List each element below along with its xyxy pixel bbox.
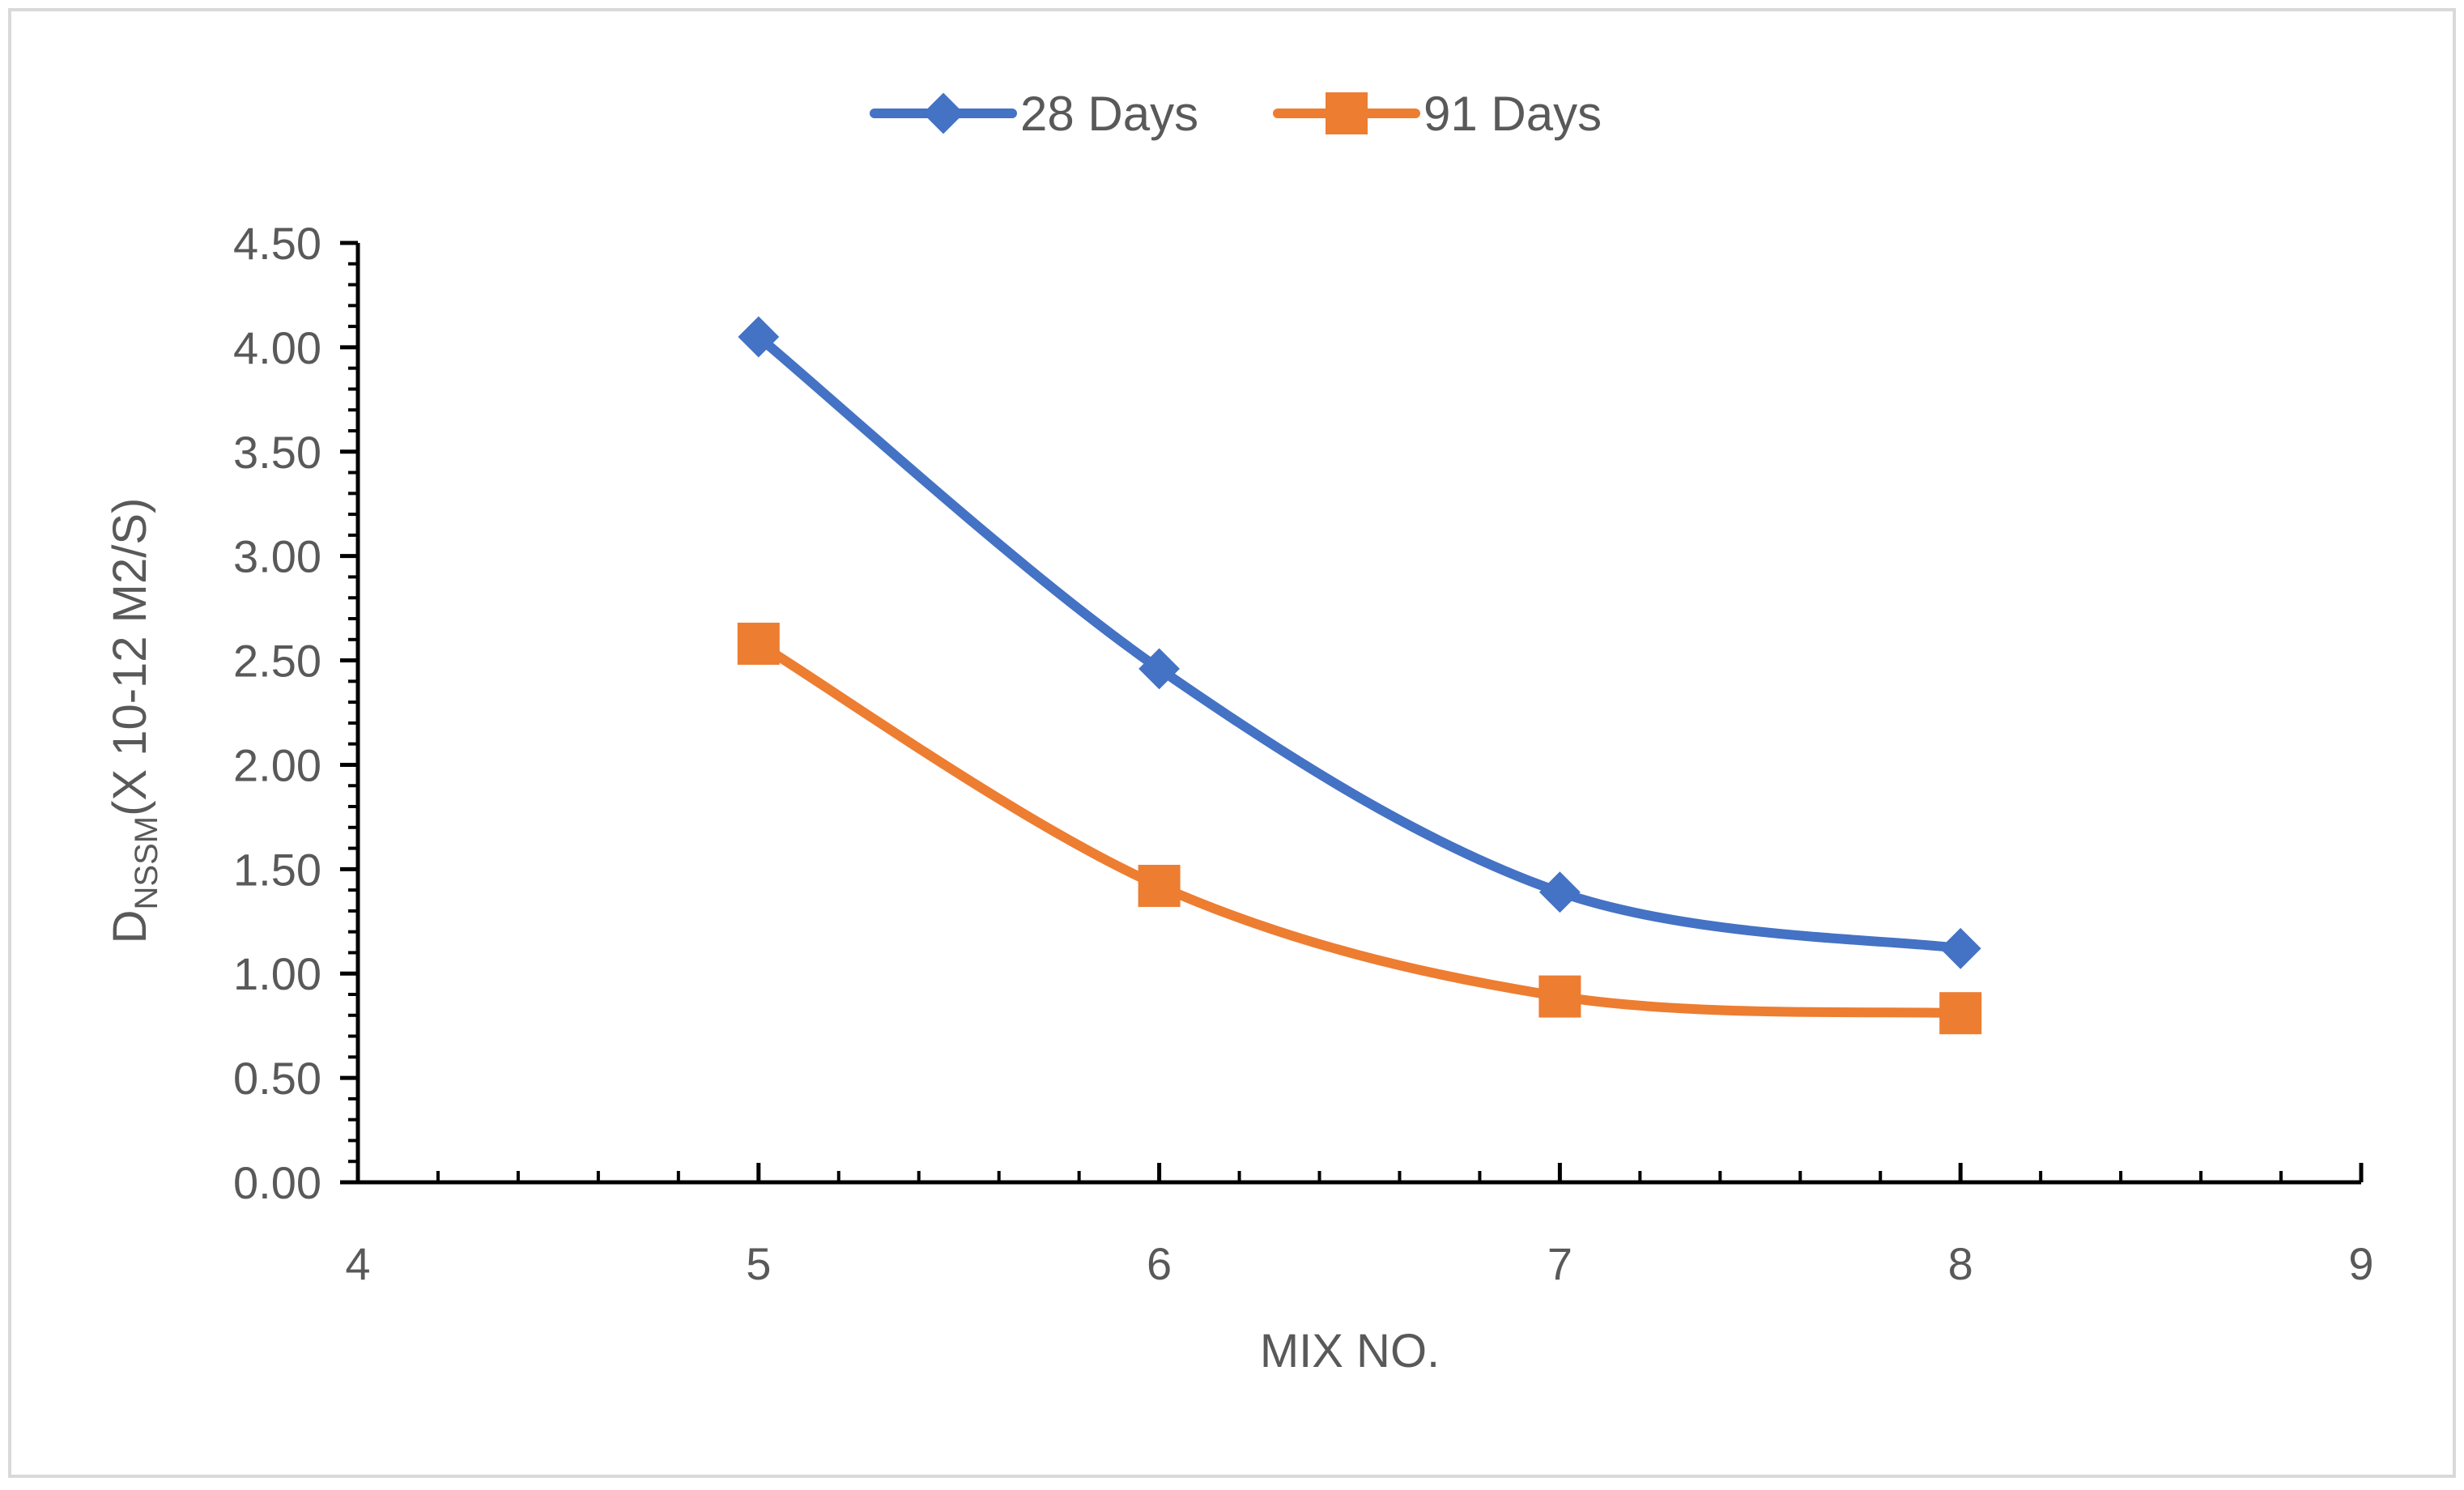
chart-border bbox=[8, 8, 2456, 1478]
series-line-28-days bbox=[753, 332, 1966, 954]
y-tick-label: 4.50 bbox=[233, 218, 321, 269]
data-point-28-days bbox=[1538, 871, 1581, 913]
series-91-days bbox=[737, 622, 1982, 1035]
data-point-91-days bbox=[1939, 992, 1982, 1035]
y-axis-title-main: D bbox=[104, 909, 156, 943]
legend: 28 Days 91 Days bbox=[870, 87, 1602, 141]
data-point-28-days bbox=[1138, 648, 1181, 690]
axes: 0.00 0.50 1.00 1.50 2.00 2.50 3.00 3.50 4.00 4.50… bbox=[233, 218, 2374, 1289]
series-28-days bbox=[738, 316, 1981, 969]
legend-marker-28-days bbox=[922, 92, 964, 134]
data-point-28-days bbox=[1939, 927, 1981, 969]
x-axis-title: MIX NO. bbox=[1260, 1325, 1440, 1377]
data-point-91-days bbox=[1538, 975, 1581, 1018]
y-tick-label: 3.50 bbox=[233, 427, 321, 478]
y-tick-label: 0.00 bbox=[233, 1157, 321, 1208]
data-point-91-days bbox=[737, 622, 780, 665]
y-tick-label: 3.00 bbox=[233, 531, 321, 582]
legend-marker-91-days bbox=[1326, 92, 1368, 134]
data-point-91-days bbox=[1138, 864, 1181, 907]
x-tick-label: 4 bbox=[345, 1238, 370, 1289]
y-tick-label: 2.00 bbox=[233, 739, 321, 790]
y-axis-title: DNSSM(X 10-12 M2/S) bbox=[104, 498, 164, 944]
x-tick-label: 8 bbox=[1948, 1238, 1973, 1289]
x-tick-label: 9 bbox=[2348, 1238, 2373, 1289]
legend-label-28-days: 28 Days bbox=[1020, 87, 1198, 141]
y-axis-title-rest: (X 10-12 M2/S) bbox=[104, 498, 156, 816]
y-tick-label: 2.50 bbox=[233, 636, 321, 687]
series-layer bbox=[737, 316, 1982, 1035]
legend-item-91-days: 91 Days bbox=[1273, 87, 1602, 141]
y-axis-title-subscript: NSSM bbox=[129, 816, 164, 910]
y-tick-label: 0.50 bbox=[233, 1053, 321, 1104]
y-tick-label: 4.00 bbox=[233, 322, 321, 373]
series-line-91-days bbox=[753, 638, 1966, 1019]
data-point-28-days bbox=[738, 316, 780, 358]
x-tick-label: 6 bbox=[1147, 1238, 1172, 1289]
x-tick-label: 5 bbox=[746, 1238, 771, 1289]
y-tick-label: 1.50 bbox=[233, 844, 321, 895]
legend-label-91-days: 91 Days bbox=[1424, 87, 1602, 141]
y-tick-label: 1.00 bbox=[233, 948, 321, 999]
x-tick-label: 7 bbox=[1547, 1238, 1572, 1289]
legend-item-28-days: 28 Days bbox=[870, 87, 1198, 141]
